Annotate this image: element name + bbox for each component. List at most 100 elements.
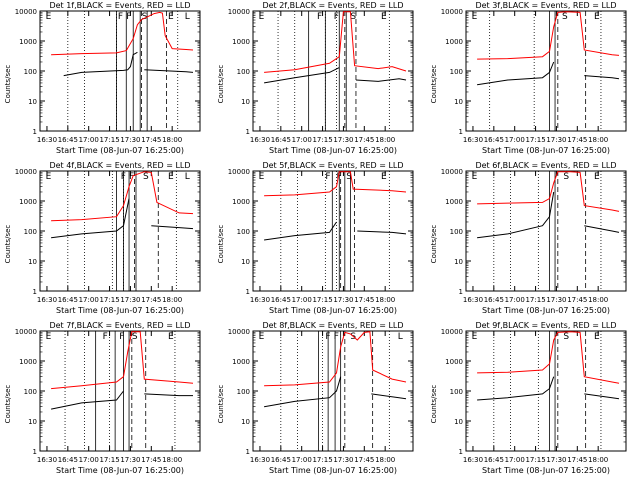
interval-label: F bbox=[317, 12, 322, 22]
y-tick-label: 10000 bbox=[441, 328, 463, 336]
y-tick-label: 1 bbox=[459, 288, 463, 296]
y-tick-label: 10 bbox=[241, 98, 250, 106]
x-tick-label: 18:00 bbox=[588, 456, 608, 464]
y-tick-label: 1 bbox=[33, 448, 37, 456]
x-tick-label: 17:30 bbox=[546, 136, 566, 144]
events-series-line bbox=[477, 61, 620, 86]
y-tick-label: 1000 bbox=[19, 358, 37, 366]
panel-title: Det 7f,BLACK = Events, RED = LLD bbox=[49, 321, 191, 330]
y-tick-label: 10 bbox=[28, 258, 37, 266]
lld-series-line bbox=[51, 331, 194, 390]
x-tick-label: 17:15 bbox=[312, 136, 332, 144]
events-series-line bbox=[477, 191, 620, 239]
x-tick-label: 18:00 bbox=[375, 296, 395, 304]
interval-label: F bbox=[325, 172, 330, 182]
interval-label: E bbox=[381, 172, 387, 182]
interval-label: E bbox=[472, 12, 478, 22]
y-tick-label: 1 bbox=[459, 448, 463, 456]
interval-label: F bbox=[119, 332, 124, 342]
detector-panel-5: E F F S E 1 10 100 1000 10000 16:30 16:45 17:00 17:15… bbox=[213, 160, 426, 320]
y-axis-label: Counts/sec bbox=[430, 384, 438, 424]
x-tick-label: 16:45 bbox=[58, 456, 78, 464]
y-tick-label: 1000 bbox=[232, 358, 250, 366]
x-axis-label: Start Time (08-Jun-07 16:25:00) bbox=[269, 146, 397, 155]
interval-label: E bbox=[594, 172, 600, 182]
x-tick-label: 16:45 bbox=[484, 136, 504, 144]
x-tick-label: 16:45 bbox=[271, 296, 291, 304]
panel-title: Det 5f,BLACK = Events, RED = LLD bbox=[262, 161, 404, 170]
x-axis-label: Start Time (08-Jun-07 16:25:00) bbox=[269, 306, 397, 315]
y-axis-label: Counts/sec bbox=[217, 224, 225, 264]
y-tick-label: 10 bbox=[28, 418, 37, 426]
interval-label: E bbox=[594, 12, 600, 22]
panel-title: Det 3f,BLACK = Events, RED = LLD bbox=[475, 1, 617, 10]
y-tick-label: 100 bbox=[24, 228, 37, 236]
x-tick-label: 17:15 bbox=[312, 296, 332, 304]
y-tick-label: 100 bbox=[237, 388, 250, 396]
detector-panel-8: E F F S L 1 10 100 1000 10000 16:30 16:45 17:00 17:15… bbox=[213, 320, 426, 480]
y-tick-label: 100 bbox=[450, 68, 463, 76]
events-series-line bbox=[264, 221, 407, 241]
interval-label: F bbox=[325, 332, 330, 342]
y-tick-label: 10000 bbox=[228, 168, 250, 176]
interval-label: S bbox=[563, 172, 569, 182]
x-tick-label: 17:15 bbox=[525, 296, 545, 304]
x-tick-label: 16:30 bbox=[463, 296, 483, 304]
y-axis-label: Counts/sec bbox=[430, 64, 438, 104]
x-tick-label: 16:30 bbox=[463, 456, 483, 464]
x-tick-label: 16:30 bbox=[37, 136, 57, 144]
panel-title: Det 1f,BLACK = Events, RED = LLD bbox=[49, 1, 191, 10]
x-tick-label: 17:45 bbox=[354, 296, 374, 304]
lld-series-line bbox=[477, 331, 620, 384]
interval-label: E bbox=[46, 332, 52, 342]
y-tick-label: 10000 bbox=[15, 8, 37, 16]
x-tick-label: 17:30 bbox=[333, 136, 353, 144]
interval-label: F bbox=[126, 12, 131, 22]
events-series-line bbox=[264, 376, 407, 408]
lld-series-line bbox=[477, 11, 620, 60]
y-tick-label: 10000 bbox=[228, 328, 250, 336]
detector-panel-4: E F F S E L 1 10 100 1000 10000 16:30 16:45 17:00 17:1… bbox=[0, 160, 213, 320]
x-tick-label: 17:15 bbox=[525, 456, 545, 464]
x-tick-label: 16:30 bbox=[250, 296, 270, 304]
y-axis-label: Counts/sec bbox=[4, 64, 12, 104]
x-tick-label: 18:00 bbox=[162, 456, 182, 464]
y-tick-label: 10000 bbox=[228, 8, 250, 16]
interval-label: F bbox=[334, 12, 339, 22]
interval-label: L bbox=[398, 332, 403, 342]
interval-label: S bbox=[346, 172, 352, 182]
x-tick-label: 18:00 bbox=[162, 296, 182, 304]
x-axis-label: Start Time (08-Jun-07 16:25:00) bbox=[56, 146, 184, 155]
interval-label: F bbox=[118, 12, 123, 22]
x-tick-label: 17:15 bbox=[525, 136, 545, 144]
x-tick-label: 18:00 bbox=[375, 136, 395, 144]
x-tick-label: 16:30 bbox=[37, 456, 57, 464]
x-tick-label: 16:30 bbox=[250, 136, 270, 144]
y-tick-label: 10000 bbox=[15, 168, 37, 176]
x-tick-label: 17:45 bbox=[354, 136, 374, 144]
lld-series-line bbox=[264, 171, 407, 197]
panel-title: Det 8f,BLACK = Events, RED = LLD bbox=[262, 321, 404, 330]
plot-frame bbox=[39, 330, 201, 452]
x-tick-label: 17:00 bbox=[79, 136, 99, 144]
detector-panel-3: E S E 1 10 100 1000 10000 16:30 16:45 17:00 17:15 17… bbox=[426, 0, 639, 160]
interval-label: E bbox=[168, 332, 174, 342]
interval-label: E bbox=[259, 12, 265, 22]
interval-label: F bbox=[129, 172, 134, 182]
events-series-line bbox=[51, 390, 193, 410]
x-tick-label: 16:30 bbox=[250, 456, 270, 464]
interval-label: F bbox=[103, 332, 108, 342]
events-series-line bbox=[51, 198, 194, 239]
x-tick-label: 17:45 bbox=[354, 456, 374, 464]
x-tick-label: 17:30 bbox=[333, 456, 353, 464]
detector-panel-2: E F F S E 1 10 100 1000 10000 16:30 16:45 17:00 17:15… bbox=[213, 0, 426, 160]
interval-label: E bbox=[259, 332, 265, 342]
lld-series-line bbox=[264, 11, 407, 73]
